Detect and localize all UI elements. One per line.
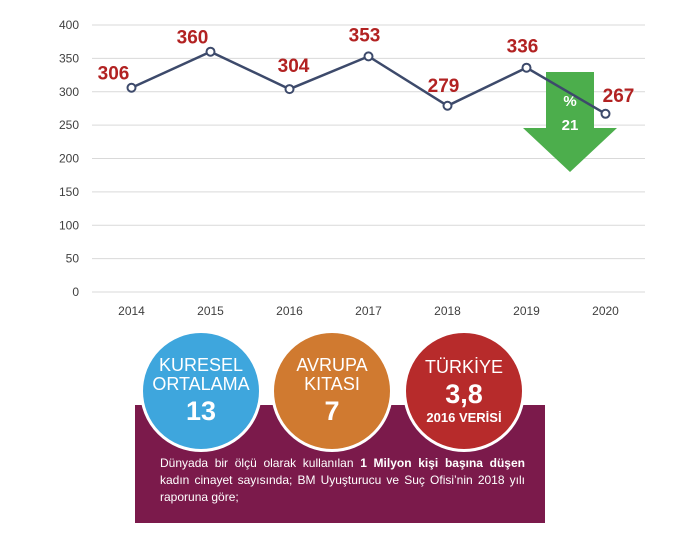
global-average-label: KURESEL ORTALAMA [152,355,250,394]
turkey-circle: TÜRKİYE 3,8 2016 VERİSİ [403,330,525,452]
data-label: 336 [507,37,539,58]
data-label: 353 [349,25,381,46]
x-tick-label: 2018 [434,304,461,318]
y-tick-label: 0 [72,285,79,299]
decrease-arrow-annotation: % 21 [523,72,617,172]
europe-value: 7 [324,396,340,426]
y-tick-label: 200 [59,152,79,166]
panel-text-bold: 1 Milyon kişi başına düşen [360,456,525,470]
data-point [126,82,137,93]
x-tick-label: 2019 [513,304,540,318]
arrow-percent-sign: % [563,93,576,110]
global-average-value: 13 [185,396,217,426]
x-tick-label: 2016 [276,304,303,318]
data-label: 306 [98,64,130,85]
turkey-label: TÜRKİYE [424,356,503,377]
data-point [600,108,611,119]
y-tick-label: 100 [59,218,79,232]
y-tick-label: 150 [59,185,79,199]
data-point [442,100,453,111]
turkey-data-year: 2016 VERİSİ [426,409,502,425]
x-tick-label: 2014 [118,304,145,318]
arrow-percent-value: 21 [562,117,579,134]
data-labels: 306 360 304 353 279 336 267 [98,25,635,106]
y-tick-label: 250 [59,118,79,132]
turkey-value: 3,8 [445,378,483,409]
panel-text-a: Dünyada bir ölçü olarak kullanılan [160,456,361,470]
gridlines [92,24,645,293]
y-tick-label: 300 [59,85,79,99]
info-panel-text: Dünyada bir ölçü olarak kullanılan 1 Mil… [160,455,525,506]
x-tick-label: 2020 [592,304,619,318]
data-label: 304 [278,56,310,77]
data-point [363,51,374,62]
y-tick-label: 50 [66,252,80,266]
panel-text-c: kadın cinayet sayısında; BM Uyuşturucu v… [160,473,525,504]
europe-circle: AVRUPA KITASI 7 [271,330,393,452]
x-axis-ticks: 2014 2015 2016 2017 2018 2019 2020 [118,304,619,318]
down-arrow-icon [523,72,617,172]
y-axis-ticks: 0 50 100 150 200 250 300 350 400 [59,18,79,299]
data-label: 267 [603,86,635,107]
data-label: 279 [428,76,460,97]
global-average-circle: KURESEL ORTALAMA 13 [140,330,262,452]
data-label: 360 [177,28,209,49]
x-tick-label: 2015 [197,304,224,318]
y-tick-label: 400 [59,18,79,32]
series-line [126,46,611,119]
data-point [284,84,295,95]
x-tick-label: 2017 [355,304,382,318]
data-point [205,46,216,57]
europe-label: AVRUPA KITASI [296,355,368,394]
y-tick-label: 350 [59,51,79,65]
data-point [521,62,532,73]
